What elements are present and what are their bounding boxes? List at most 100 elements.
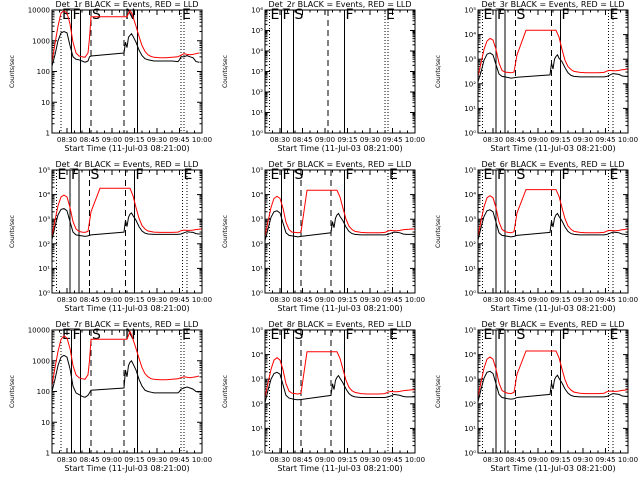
x-tick-label: 09:45 [595,296,615,304]
x-tick-label: 10:00 [618,296,638,304]
x-tick-label: 10:00 [618,456,638,464]
marker-letter: E [386,7,395,23]
marker-letter: F [283,7,291,23]
x-tick-label: 08:30 [57,136,77,144]
y-tick-label: 10¹ [251,265,263,273]
y-tick-label: 10³ [464,56,476,64]
y-tick-label: 10⁴ [464,31,476,39]
series-events-line [52,354,200,398]
marker-letter: E [610,167,619,183]
plot-frame [477,329,629,454]
y-tick-label: 10⁴ [251,351,263,359]
y-tick-label: 10⁴ [38,191,50,199]
series-events-line [478,209,628,241]
x-tick-label: 09:00 [315,296,335,304]
x-tick-label: 09:45 [169,296,189,304]
y-tick-label: 10² [464,80,476,88]
y-tick-label: 10 [41,99,50,107]
y-axis-label: Counts/sec [222,55,229,88]
marker-letter: N [125,327,135,343]
y-tick-label: 10⁰ [464,130,476,138]
marker-letter: F [136,167,144,183]
x-tick-label: 09:30 [147,296,167,304]
y-tick-label: 10¹ [464,105,476,113]
chart-title: Det_3r BLACK = Events, RED = LLD [481,0,624,9]
marker-letter: F [562,327,570,343]
marker-letter: F [497,327,505,343]
marker-letter: F [283,327,291,343]
plot-frame [477,169,629,294]
marker-letter: S [92,327,101,343]
marker-letter: E [271,327,280,343]
series-lld-line [265,351,415,398]
x-tick-label: 08:30 [483,296,503,304]
x-tick-label: 08:45 [79,136,99,144]
x-axis-label: Start Time (11-Jul-03 08:21:00) [277,304,402,313]
y-tick-label: 10¹ [464,425,476,433]
x-axis-label: Start Time (11-Jul-03 08:21:00) [64,464,189,473]
chart-title: Det_9r BLACK = Events, RED = LLD [481,320,624,329]
y-tick-label: 10⁰ [251,130,263,138]
marker-letter: S [295,167,304,183]
x-axis-label: Start Time (11-Jul-03 08:21:00) [490,304,615,313]
marker-letter: E [62,327,71,343]
chart-title: Det_1r BLACK = Events, RED = LLD [55,0,198,9]
x-tick-label: 09:30 [573,136,593,144]
y-tick-label: 10⁰ [251,290,263,298]
chart-panel-9: Det_9r BLACK = Events, RED = LLD 10⁰ 10¹ 10… [435,320,638,473]
series-lld-line [265,189,415,237]
x-tick-label: 08:30 [483,456,503,464]
x-axis-label: Start Time (11-Jul-03 08:21:00) [64,144,189,153]
y-axis-label: Counts/sec [222,215,229,248]
x-tick-label: 08:45 [505,136,525,144]
x-tick-label: 08:45 [79,296,99,304]
x-tick-label: 09:30 [573,296,593,304]
marker-letter: E [271,7,280,23]
plot-frame [264,9,416,134]
y-tick-label: 10² [251,89,263,97]
x-tick-label: 08:45 [292,296,312,304]
y-tick-label: 10² [251,400,263,408]
chart-panel-3: Det_3r BLACK = Events, RED = LLD 10⁰ 10¹ 10… [435,0,638,153]
x-tick-label: 08:30 [270,296,290,304]
marker-letter: F [346,167,354,183]
marker-letter: S [517,167,526,183]
marker-letter: E [484,7,493,23]
marker-letter: F [497,167,505,183]
y-tick-label: 10¹ [464,265,476,273]
marker-letter: F [73,327,81,343]
y-tick-label: 10⁵ [464,327,476,335]
plot-frame [477,9,629,134]
marker-letter: S [91,167,100,183]
y-tick-label: 10000 [28,327,50,335]
chart-panel-1: Det_1r BLACK = Events, RED = LLD 1 10 100 10… [9,0,212,153]
marker-letter: E [610,327,619,343]
x-tick-label: 09:30 [147,456,167,464]
y-tick-label: 100 [37,68,50,76]
y-tick-label: 10¹ [38,265,50,273]
plot-frame [51,169,203,294]
x-tick-label: 09:00 [102,296,122,304]
series-lld-line [52,187,202,237]
x-tick-label: 09:30 [360,136,380,144]
marker-letter: E [58,167,67,183]
x-tick-label: 10:00 [618,136,638,144]
y-tick-label: 10³ [464,376,476,384]
chart-title: Det_4r BLACK = Events, RED = LLD [55,160,198,169]
x-tick-label: 10:00 [405,456,425,464]
x-tick-label: 09:15 [337,296,357,304]
x-axis-label: Start Time (11-Jul-03 08:21:00) [277,464,402,473]
x-tick-label: 08:45 [505,456,525,464]
y-axis-label: Counts/sec [9,375,16,408]
marker-letter: E [389,167,398,183]
chart-title: Det_6r BLACK = Events, RED = LLD [481,160,624,169]
y-tick-label: 10⁵ [251,27,263,35]
marker-letter: E [610,7,619,23]
y-axis-label: Counts/sec [222,375,229,408]
marker-letter: F [71,167,79,183]
x-tick-label: 08:30 [270,136,290,144]
marker-letter: S [295,7,304,23]
x-tick-label: 09:15 [124,136,144,144]
x-tick-label: 09:00 [315,456,335,464]
